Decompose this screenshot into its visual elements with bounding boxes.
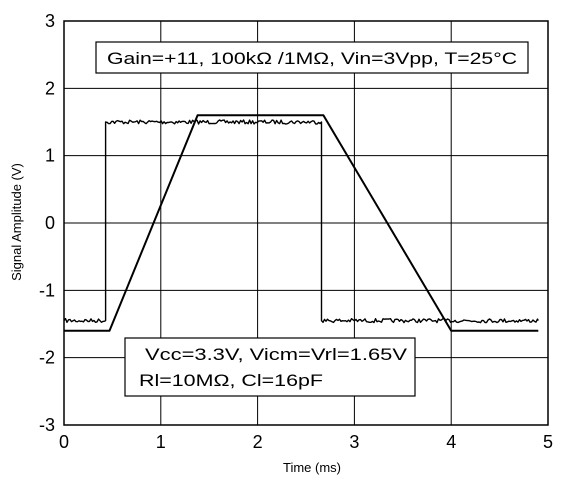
series-line [63, 119, 539, 324]
y-tick-label: -1 [39, 280, 55, 300]
tick-labels: 0 1 2 3 4 5 3 2 1 0 -1 -2 -3 [39, 11, 553, 452]
y-tick-label: 1 [45, 146, 55, 166]
annotation-gain: Gain=+11, 100kΩ /1MΩ, Vin=3Vpp, T=25°C [95, 41, 529, 74]
annotation-gain-text: Gain=+11, 100kΩ /1MΩ, Vin=3Vpp, T=25°C [107, 49, 517, 68]
series-layer [63, 114, 539, 332]
annotation-supply-box [124, 337, 416, 397]
x-tick-label: 5 [543, 432, 553, 452]
y-tick-label: -2 [39, 348, 55, 368]
x-tick-label: 0 [59, 432, 69, 452]
annotation-supply: Vcc=3.3V, Vicm=Vrl=1.65V Rl=10MΩ, Cl=16p… [124, 337, 416, 397]
x-tick-label: 2 [253, 432, 263, 452]
y-tick-label: 3 [45, 11, 55, 31]
x-tick-label: 3 [349, 432, 359, 452]
y-axis-label: Signal Amplitude (V) [9, 163, 24, 281]
x-tick-label: 1 [156, 432, 166, 452]
annotation-supply-text-1: Vcc=3.3V, Vicm=Vrl=1.65V [145, 345, 408, 364]
plot-frame [63, 20, 549, 426]
y-tick-label: 2 [45, 78, 55, 98]
x-tick-label: 4 [446, 432, 456, 452]
y-tick-label: -3 [39, 415, 55, 435]
x-axis-label: Time (ms) [283, 460, 341, 475]
annotation-gain-box [95, 41, 529, 74]
annotation-supply-text-2: Rl=10MΩ, Cl=16pF [139, 371, 323, 390]
series-line [64, 114, 539, 332]
y-tick-label: 0 [45, 213, 55, 233]
